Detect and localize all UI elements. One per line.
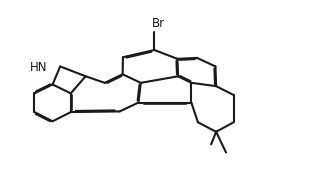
Text: HN: HN [29, 61, 47, 74]
Text: Br: Br [152, 17, 165, 30]
